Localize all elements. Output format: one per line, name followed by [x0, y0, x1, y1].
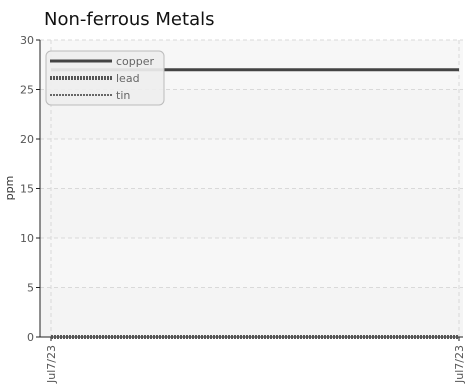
y-tick-label: 5 — [27, 282, 34, 295]
legend-label-lead: lead — [116, 72, 140, 85]
legend: copper lead tin — [45, 50, 165, 106]
y-tick-label: 0 — [27, 331, 34, 344]
grid-band — [40, 188, 463, 238]
grid-band — [40, 287, 463, 337]
y-tick-label: 30 — [20, 34, 34, 47]
x-tick-label: Jul7/23 — [453, 345, 466, 384]
y-tick-label: 15 — [20, 183, 34, 196]
legend-label-copper: copper — [116, 55, 155, 68]
x-tick-label: Jul7/23 — [45, 345, 58, 384]
axes: 0 5 10 15 20 25 30 Jul7/23 Jul7/23 — [20, 34, 466, 384]
y-tick-label: 25 — [20, 84, 34, 97]
y-axis-label: ppm — [3, 176, 16, 201]
y-tick-label: 20 — [20, 133, 34, 146]
legend-label-tin: tin — [116, 89, 130, 102]
chart-title: Non-ferrous Metals — [44, 9, 214, 30]
y-tick-label: 10 — [20, 232, 34, 245]
